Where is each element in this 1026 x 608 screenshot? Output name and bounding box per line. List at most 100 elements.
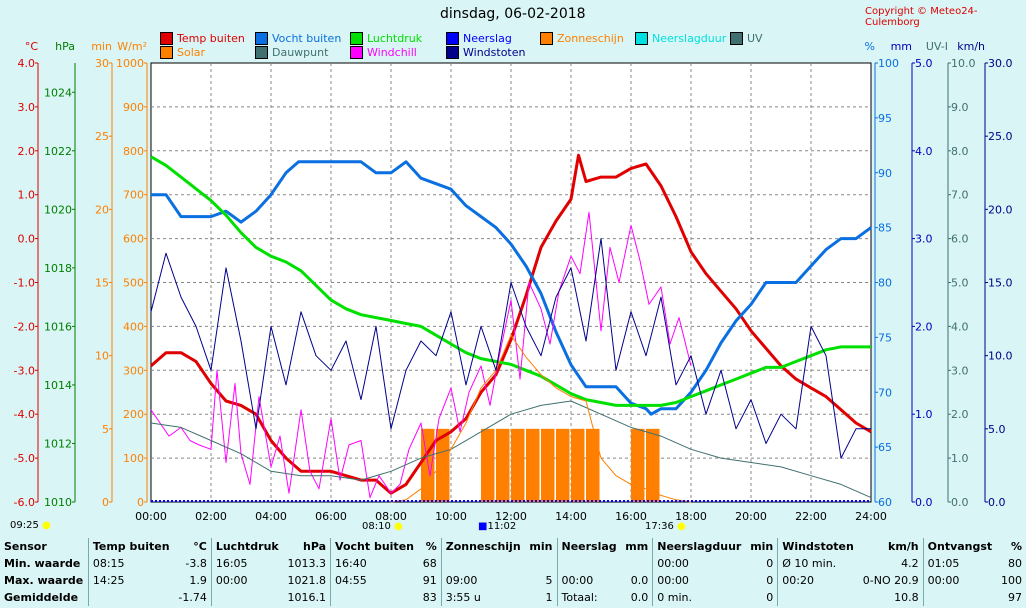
temp-tick-label: -2.0 [14, 320, 35, 333]
stats-row-label: Gemiddelde [4, 591, 79, 604]
stats-cell-value: 1 [545, 591, 553, 604]
stats-cell-time [922, 589, 997, 606]
uv-tick-label: 1.0 [951, 452, 969, 465]
stats-header-wind-unit: km/h [888, 540, 919, 553]
temp-unit-label: °C [25, 40, 39, 53]
minutes-tick-label: 30 [95, 57, 109, 70]
stats-cell-time [440, 555, 526, 572]
legend-item: Dauwpunt [255, 46, 328, 59]
uv-tick-label: 3.0 [951, 364, 969, 377]
legend-label: Vocht buiten [272, 32, 342, 45]
humidity-tick-label: 80 [878, 277, 892, 290]
series-luchtdruk [150, 155, 871, 407]
stats-header-hum: Vocht buiten [330, 538, 419, 555]
stats-cell-value: 80 [1008, 557, 1022, 570]
stats-cell-value: 68 [422, 557, 437, 570]
x-tick-label: 16:00 [615, 510, 647, 523]
sunshine-bar [511, 428, 525, 502]
humidity-tick-label: 100 [878, 57, 899, 70]
stats-cell-time [556, 555, 622, 572]
temp-tick-label: 0.0 [18, 233, 36, 246]
solar-tick-label: 900 [123, 101, 144, 114]
temp-tick-label: -5.0 [14, 452, 35, 465]
sunshine-bar [631, 428, 645, 502]
legend-swatch [730, 32, 743, 45]
stats-cell-time [777, 589, 859, 606]
legend-item: Neerslagduur [635, 32, 726, 45]
x-tick-label: 18:00 [675, 510, 707, 523]
rain-tick-label: 1.0 [915, 408, 933, 421]
pressure-tick-label: 1012 [44, 437, 72, 450]
pressure-tick-label: 1010 [44, 496, 72, 509]
legend-swatch [255, 46, 268, 59]
stats-cell-value: 1013.3 [287, 557, 327, 570]
stats-header-sensor: Sensor [4, 540, 47, 553]
stats-cell-value: 10.8 [894, 591, 919, 604]
uv-tick-label: 0.0 [951, 496, 969, 509]
stats-cell-time: 00:00 [922, 572, 997, 589]
stats-cell-time: 14:25 [87, 572, 175, 589]
series-temp-buiten [150, 153, 872, 495]
stats-row: Min. waarde 08:15 -3.8 16:05 1013.3 16:40 68 00… [0, 555, 1026, 572]
stats-cell-value: 1.9 [189, 574, 207, 587]
legend-label: Solar [177, 46, 206, 59]
stats-cell-time: 00:00 [210, 572, 284, 589]
stats-cell-value [621, 555, 653, 572]
legend-item: Solar [160, 46, 205, 59]
stats-cell-time [210, 589, 284, 606]
series-windstoten [150, 238, 871, 459]
rain-tick-label: 0.0 [915, 496, 933, 509]
legend-swatch [635, 32, 648, 45]
minutes-tick-label: 25 [95, 130, 109, 143]
legend-label: Zonneschijn [557, 32, 624, 45]
x-tick-label: 12:00 [495, 510, 527, 523]
x-tick-label: 04:00 [255, 510, 287, 523]
wind-tick-label: 15.0 [988, 277, 1013, 290]
stats-cell-value: 1021.8 [287, 574, 327, 587]
minutes-tick-label: 20 [95, 203, 109, 216]
solar-tick-label: 300 [123, 364, 144, 377]
stats-cell-value: 91 [422, 574, 437, 587]
stats-cell-time: 00:00 [556, 572, 622, 589]
solar-tick-label: 700 [123, 189, 144, 202]
uv-tick-label: 10.0 [951, 57, 976, 70]
minutes-unit-label: min [91, 40, 112, 53]
pressure-unit-label: hPa [55, 40, 75, 53]
legend-swatch [446, 32, 459, 45]
temp-tick-label: 1.0 [18, 189, 36, 202]
humidity-tick-label: 60 [878, 496, 892, 509]
sunrise-label: 08:10 ● [362, 521, 403, 532]
stats-cell-time: Ø 10 min. [777, 555, 859, 572]
x-tick-label: 14:00 [555, 510, 587, 523]
wind-tick-label: 20.0 [988, 203, 1013, 216]
solar-tick-label: 100 [123, 452, 144, 465]
stats-cell-time: 16:40 [330, 555, 419, 572]
stats-cell-time: 00:00 [652, 555, 746, 572]
legend-label: Neerslagduur [652, 32, 727, 45]
uv-tick-label: 5.0 [951, 277, 969, 290]
sunshine-bar [571, 428, 585, 502]
legend-swatch [160, 32, 173, 45]
legend-item: Temp buiten [160, 32, 245, 45]
stats-cell-value [525, 555, 557, 572]
stats-cell-value: 0.0 [630, 591, 649, 604]
chart-title: dinsdag, 06-02-2018 [440, 6, 586, 22]
uv-tick-label: 6.0 [951, 233, 969, 246]
sunshine-bar [556, 428, 570, 502]
stats-header-wind: Windstoten [777, 538, 859, 555]
legend-item: Luchtdruk [350, 32, 422, 45]
legend-item: Zonneschijn [540, 32, 624, 45]
stats-cell-value: 100 [1001, 574, 1022, 587]
x-tick-label: 06:00 [315, 510, 347, 523]
legend-label: Windchill [367, 46, 417, 59]
stats-row: Max. waarde 14:25 1.9 00:00 1021.8 04:55 91 09:… [0, 572, 1026, 589]
legend-swatch [255, 32, 268, 45]
minutes-tick-label: 10 [95, 350, 109, 363]
stats-cell-value: 0.0 [630, 574, 649, 587]
sunshine-bar [646, 428, 660, 502]
stats-cell-value: -1.74 [178, 591, 207, 604]
sunshine-bar [496, 428, 510, 502]
stats-cell-value: 5 [545, 574, 553, 587]
copyright: Copyright © Meteo24-Culemborg [865, 6, 978, 28]
sun-icon: ● [677, 521, 686, 532]
